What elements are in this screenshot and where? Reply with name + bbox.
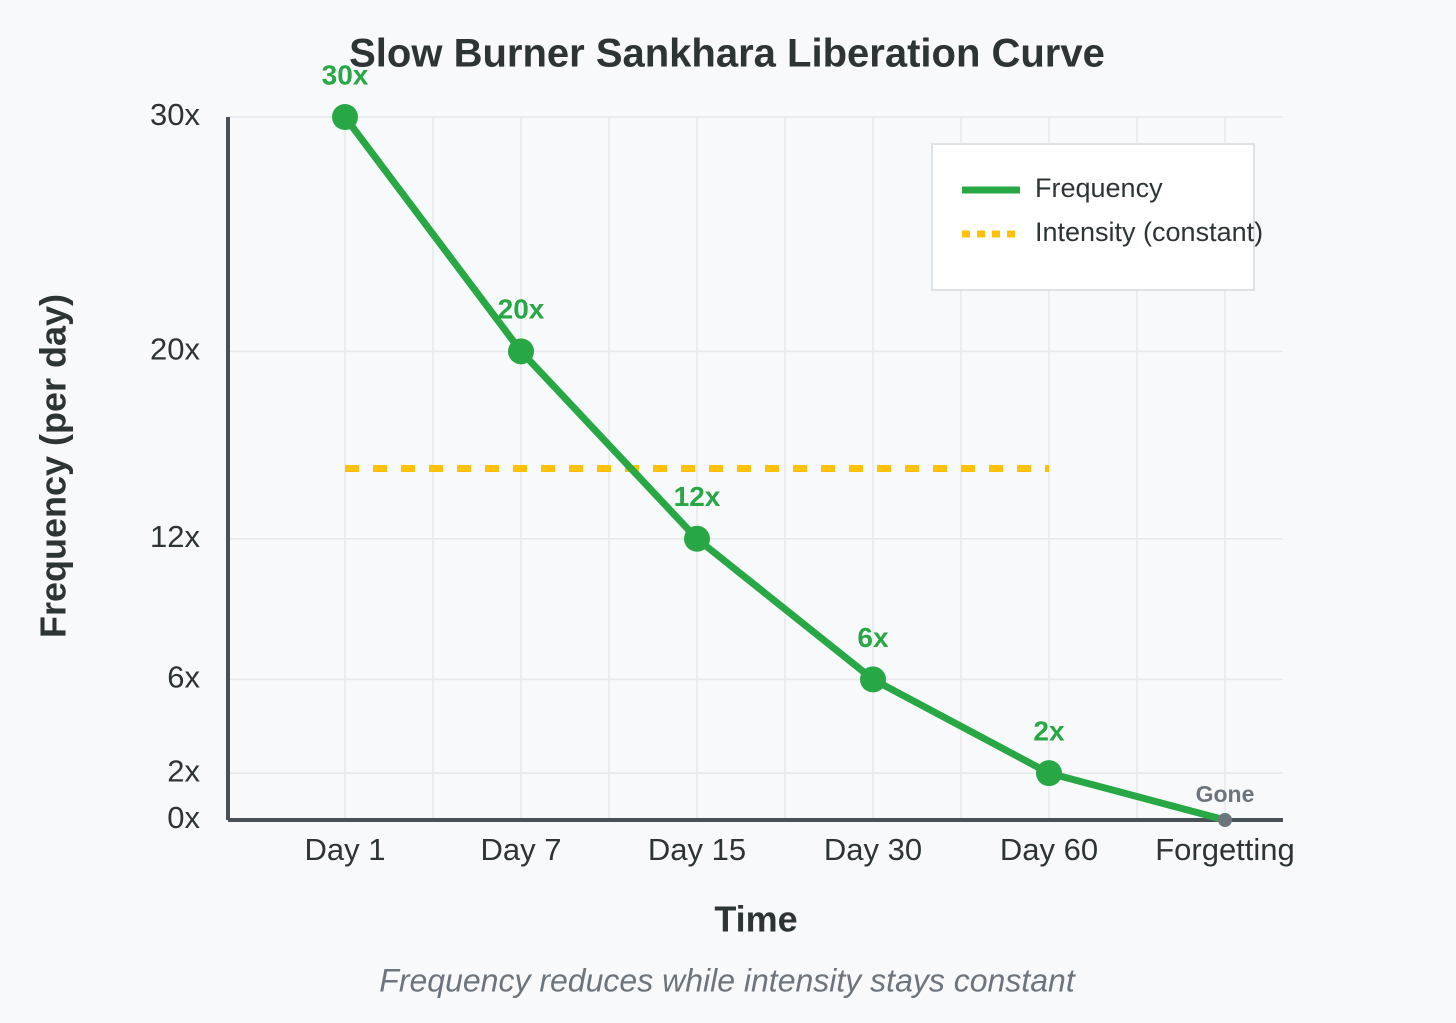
x-tick-label: Day 15 xyxy=(648,832,746,867)
data-point xyxy=(508,338,534,365)
data-label: 12x xyxy=(674,481,721,512)
data-point xyxy=(860,666,886,693)
data-label: 6x xyxy=(857,622,889,653)
y-tick-label: 6x xyxy=(167,660,200,695)
data-label: 30x xyxy=(322,59,369,90)
x-axis-label: Time xyxy=(714,899,797,940)
legend-label: Intensity (constant) xyxy=(1035,217,1263,247)
data-point xyxy=(1218,813,1232,827)
legend-label: Frequency xyxy=(1035,173,1163,203)
data-point xyxy=(684,525,710,552)
legend-box xyxy=(931,143,1255,291)
data-point xyxy=(1036,760,1062,787)
data-label: 20x xyxy=(498,294,545,325)
y-tick-label: 0x xyxy=(167,800,200,835)
chart-title: Slow Burner Sankhara Liberation Curve xyxy=(349,32,1105,76)
subtitle: Frequency reduces while intensity stays … xyxy=(379,962,1076,998)
data-label: 2x xyxy=(1033,716,1065,747)
x-tick-label: Day 60 xyxy=(1000,832,1098,867)
x-tick-label: Day 1 xyxy=(305,832,386,867)
series-line xyxy=(342,114,1226,824)
y-tick-label: 2x xyxy=(167,753,200,788)
y-tick-label: 30x xyxy=(150,97,200,132)
y-tick-label: 20x xyxy=(150,332,200,367)
x-tick-label: Day 30 xyxy=(824,832,922,867)
x-tick-label: Forgetting xyxy=(1155,832,1295,867)
data-point xyxy=(332,104,358,130)
y-axis-label: Frequency (per day) xyxy=(33,294,74,638)
data-label: Gone xyxy=(1196,781,1255,807)
x-tick-label: Day 7 xyxy=(481,832,562,867)
y-tick-label: 12x xyxy=(150,519,200,554)
